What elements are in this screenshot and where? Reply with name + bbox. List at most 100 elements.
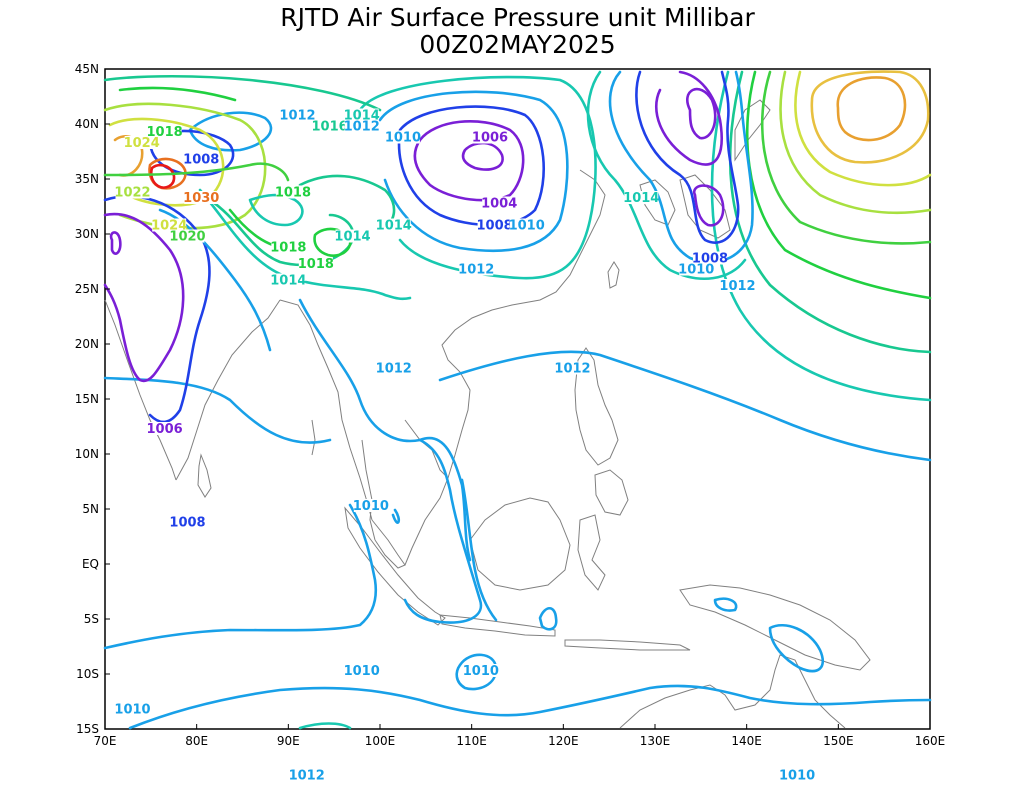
- y-tick-label: 40N: [75, 117, 99, 131]
- contour-label-bg: [289, 768, 324, 782]
- y-tick-label: 5N: [82, 502, 99, 516]
- contour-label-bg: [509, 218, 544, 232]
- contour-label: 1008: [476, 219, 512, 234]
- contour-label: 1012: [719, 279, 755, 294]
- map-title: RJTD Air Surface Pressure unit Millibar: [280, 3, 755, 32]
- contour-label: 1012: [554, 362, 590, 377]
- y-tick-label: 10S: [76, 667, 99, 681]
- y-tick-label: EQ: [82, 557, 99, 571]
- contour-label-bg: [385, 130, 420, 144]
- contour-label: 1006: [472, 131, 508, 146]
- contour-label: 1004: [481, 197, 517, 212]
- contour-label-bg: [555, 361, 590, 375]
- y-tick-label: 20N: [75, 337, 99, 351]
- contour-label-bg: [335, 229, 370, 243]
- x-tick-label: 130E: [640, 734, 671, 748]
- contour-label-bg: [275, 185, 310, 199]
- contour-label: 1024: [124, 136, 160, 151]
- map-subtitle: 00Z02MAY2025: [419, 30, 616, 59]
- contour-label: 1016: [311, 120, 347, 135]
- contour-label: 1012: [344, 120, 380, 135]
- x-tick-label: 90E: [277, 734, 300, 748]
- contour-label-bg: [344, 119, 379, 133]
- contour-label: 1020: [169, 230, 205, 245]
- y-tick-label: 25N: [75, 282, 99, 296]
- contour-label-bg: [271, 273, 306, 287]
- contour-label: 1012: [279, 109, 315, 124]
- contour-label-bg: [147, 422, 182, 435]
- contour-label: 1010: [779, 769, 815, 784]
- y-tick-label: 30N: [75, 227, 99, 241]
- y-tick-label: 15N: [75, 392, 99, 406]
- contour-label-bg: [280, 108, 315, 122]
- contour-label-bg: [376, 361, 411, 375]
- contour-label: 1014: [334, 230, 370, 245]
- contour-label: 1018: [298, 257, 334, 272]
- contour-label: 1008: [169, 516, 205, 531]
- y-axis-ticks: 45N 40N 35N 30N 25N 20N 15N 10N 5N EQ 5S 10S 15S: [75, 62, 110, 736]
- contour-label-bg: [459, 262, 494, 276]
- contour-label: 1010: [509, 219, 545, 234]
- contour-label: 1012: [289, 769, 325, 784]
- contour-label-bg: [693, 251, 727, 265]
- x-tick-label: 100E: [365, 734, 396, 748]
- contour-label: 1010: [385, 131, 421, 146]
- y-tick-label: 45N: [75, 62, 99, 76]
- contour-label: 1018: [270, 241, 306, 256]
- contour-label-bg: [344, 664, 379, 677]
- x-tick-label: 160E: [915, 734, 946, 748]
- contour-label-bg: [780, 768, 815, 782]
- isobars: [103, 70, 932, 730]
- contour-label-bg: [298, 257, 333, 270]
- contour-label: 1030: [183, 191, 219, 206]
- contour-label-bg: [473, 130, 507, 144]
- x-tick-label: 80E: [185, 734, 208, 748]
- contour-label-bg: [147, 125, 182, 138]
- contour-label: 1010: [463, 664, 499, 679]
- contour-label: 1014: [376, 219, 412, 234]
- y-tick-label: 10N: [75, 447, 99, 461]
- contour-label-bg: [482, 196, 517, 210]
- y-tick-label: 5S: [84, 612, 99, 626]
- x-tick-label: 150E: [823, 734, 854, 748]
- contour-label-bg: [376, 218, 411, 232]
- contour-label-bg: [170, 515, 205, 529]
- x-tick-label: 70E: [94, 734, 117, 748]
- contour-label-bg: [624, 191, 659, 204]
- contour-label-bg: [477, 218, 512, 232]
- contour-label: 1010: [344, 664, 380, 679]
- contour-label: 1014: [270, 274, 306, 289]
- contour-label-bg: [344, 108, 379, 122]
- contour-label-bg: [184, 152, 219, 166]
- contour-label-bg: [353, 499, 388, 512]
- contour-label-bg: [170, 229, 205, 243]
- contour-label-bg: [184, 191, 219, 204]
- contour-label: 1012: [458, 263, 494, 278]
- contour-label-bg: [124, 136, 159, 149]
- contour-label: 1006: [146, 422, 182, 437]
- contour-label-bg: [679, 262, 714, 276]
- contour-label: 1010: [353, 499, 389, 514]
- x-tick-label: 110E: [456, 734, 487, 748]
- contour-label: 1008: [183, 153, 219, 168]
- y-tick-label: 15S: [76, 722, 99, 736]
- contour-label: 1014: [623, 191, 659, 206]
- x-axis-ticks: 70E 80E 90E 100E 110E 120E 130E 140E 150E 160E: [94, 724, 946, 748]
- contour-label-bg: [115, 185, 150, 199]
- contour-label-bg: [720, 279, 755, 292]
- x-tick-label: 140E: [731, 734, 762, 748]
- contour-label-bg: [152, 218, 187, 232]
- contour-label: 1018: [275, 186, 311, 201]
- x-tick-label: 120E: [548, 734, 579, 748]
- contour-label-bg: [271, 240, 306, 254]
- contour-label: 1022: [114, 186, 150, 201]
- contour-label-bg: [463, 664, 498, 677]
- contour-label: 1010: [678, 263, 714, 278]
- contour-label: 1012: [376, 362, 412, 377]
- contour-label: 1010: [114, 703, 150, 718]
- contour-label-bg: [312, 119, 347, 133]
- y-tick-label: 35N: [75, 172, 99, 186]
- contour-label-bg: [115, 702, 150, 716]
